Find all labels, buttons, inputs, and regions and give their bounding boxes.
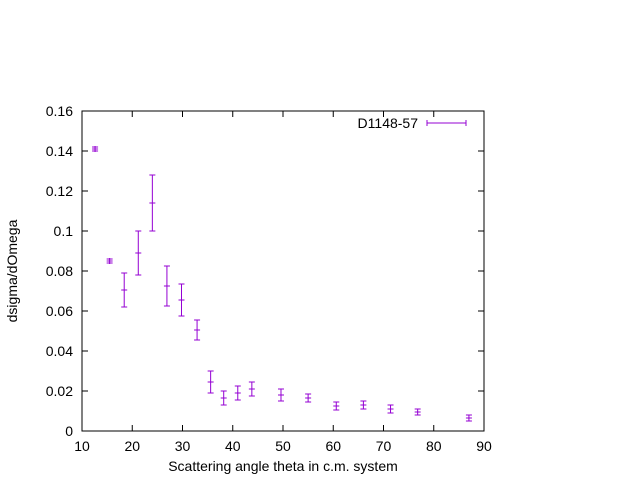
legend-swatch (426, 120, 467, 126)
y-tick-label: 0.08 (46, 263, 73, 279)
data-point (194, 319, 201, 341)
y-tick-label: 0.12 (46, 183, 73, 199)
x-tick-label: 70 (376, 438, 392, 454)
x-tick-label: 20 (124, 438, 140, 454)
series-d1148-57 (92, 146, 472, 422)
data-point (465, 414, 472, 422)
data-point (277, 388, 284, 402)
data-point (248, 381, 255, 397)
data-point (106, 258, 113, 264)
x-axis: 10 20 30 40 50 60 70 80 90 (74, 111, 492, 454)
data-point (220, 390, 227, 406)
x-tick-label: 40 (225, 438, 241, 454)
y-axis: 0 0.02 0.04 0.06 0.08 0.1 0.12 0.14 0.16 (46, 103, 484, 439)
x-tick-label: 30 (175, 438, 191, 454)
data-point (333, 401, 340, 411)
x-tick-label: 50 (275, 438, 291, 454)
data-point (305, 393, 312, 403)
y-tick-label: 0.1 (54, 223, 74, 239)
data-point (234, 385, 241, 401)
legend-label: D1148-57 (358, 115, 419, 131)
legend-swatch-line (426, 120, 467, 126)
data-point (178, 283, 185, 317)
data-point (163, 265, 170, 307)
y-tick-label: 0.14 (46, 143, 73, 159)
x-tick-label: 10 (74, 438, 90, 454)
plot-frame (81, 110, 485, 432)
data-point (360, 400, 367, 410)
y-tick-label: 0.16 (46, 103, 73, 119)
legend: D1148-57 (358, 115, 467, 131)
y-tick-label: 0.06 (46, 303, 73, 319)
y-tick-label: 0.04 (46, 343, 73, 359)
x-tick-label: 80 (426, 438, 442, 454)
x-tick-label: 90 (476, 438, 492, 454)
y-tick-label: 0.02 (46, 383, 73, 399)
data-point (149, 174, 156, 232)
x-tick-label: 60 (325, 438, 341, 454)
y-axis-label: dsigma/dOmega (4, 219, 20, 322)
y-tick-label: 0 (65, 423, 73, 439)
data-point (121, 272, 128, 308)
data-point (207, 370, 214, 394)
data-point (414, 408, 421, 416)
x-axis-label: Scattering angle theta in c.m. system (168, 458, 398, 474)
data-point (387, 404, 394, 414)
data-point (92, 146, 99, 152)
data-point (135, 230, 142, 276)
